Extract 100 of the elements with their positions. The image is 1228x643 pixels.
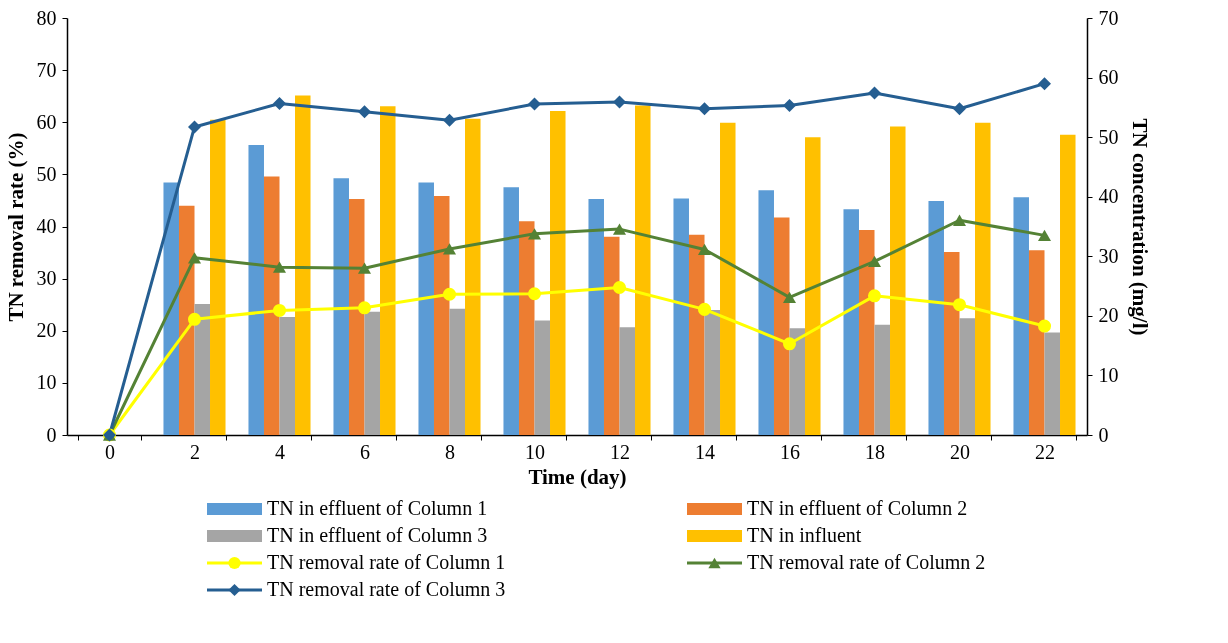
bar <box>418 182 434 435</box>
x-tick-label: 10 <box>525 440 545 463</box>
y2-tick-label: 0 <box>1098 423 1109 446</box>
bar <box>773 217 790 435</box>
y2-tick-label: 40 <box>1098 185 1119 208</box>
x-tick-label: 20 <box>950 440 970 463</box>
bar <box>635 105 651 435</box>
bar <box>843 209 859 435</box>
y-tick-label: 0 <box>46 423 57 446</box>
legend-label: TN removal rate of Column 2 <box>747 551 986 573</box>
bar <box>518 221 535 435</box>
bar <box>263 176 280 435</box>
legend-label: TN removal rate of Column 3 <box>267 578 506 600</box>
x-tick-label: 0 <box>105 440 115 463</box>
bar <box>603 236 620 435</box>
bar <box>503 187 519 435</box>
bar <box>673 198 689 435</box>
point <box>527 228 542 240</box>
bar <box>805 137 821 435</box>
point <box>187 312 202 326</box>
x-tick-label: 2 <box>190 440 200 463</box>
y2-tick-label: 30 <box>1098 244 1119 267</box>
point <box>442 113 457 127</box>
y-tick-label: 20 <box>36 319 57 342</box>
y2-tick-label: 50 <box>1098 125 1119 148</box>
point <box>442 243 457 255</box>
point <box>782 291 797 304</box>
bar <box>194 303 211 435</box>
point <box>357 301 372 315</box>
x-tick-label: 8 <box>445 440 455 463</box>
bar <box>959 318 976 435</box>
bar <box>1013 197 1029 435</box>
bar <box>279 317 296 435</box>
legend-label: TN removal rate of Column 1 <box>267 551 506 573</box>
point <box>1037 77 1052 91</box>
point <box>442 287 457 301</box>
y-tick-label: 60 <box>36 110 57 133</box>
bar <box>295 95 311 435</box>
bar <box>975 122 991 435</box>
point <box>867 289 882 303</box>
bar <box>333 178 349 435</box>
bar <box>688 234 705 435</box>
bar <box>210 119 226 435</box>
point <box>272 303 287 317</box>
bar <box>619 327 636 435</box>
x-tick-label: 22 <box>1035 440 1055 463</box>
y-tick-label: 80 <box>36 6 57 29</box>
bar <box>248 144 264 435</box>
point <box>1037 319 1052 333</box>
bar <box>163 182 179 435</box>
bar <box>364 311 381 435</box>
bar <box>874 324 891 435</box>
point <box>952 214 967 226</box>
y2-tick-label: 20 <box>1098 304 1119 327</box>
bar <box>1060 134 1076 435</box>
bar <box>550 110 566 435</box>
x-tick-label: 4 <box>275 440 285 463</box>
point <box>1037 229 1052 242</box>
point <box>697 302 712 316</box>
point <box>697 102 712 116</box>
point <box>612 223 627 235</box>
point <box>867 86 882 100</box>
x-tick-label: 18 <box>865 440 885 463</box>
x-tick-label: 16 <box>780 440 800 463</box>
bar <box>1044 332 1061 435</box>
point <box>357 105 372 119</box>
y-tick-label: 50 <box>36 162 57 185</box>
bar <box>1028 250 1045 435</box>
x-tick-label: 14 <box>695 440 715 463</box>
legend-label: TN in influent <box>747 524 862 546</box>
bar <box>178 205 195 435</box>
bar <box>928 200 944 435</box>
y2-tick-label: 70 <box>1098 6 1119 29</box>
y2-tick-label: 10 <box>1098 363 1119 386</box>
point <box>952 102 967 116</box>
y-tick-label: 30 <box>36 267 57 290</box>
point <box>612 95 627 109</box>
point <box>527 287 542 301</box>
y-tick-label: 40 <box>36 215 57 237</box>
bar <box>465 118 481 435</box>
bar <box>534 320 551 435</box>
y-axis-title: TN removal rate (%) <box>3 132 28 322</box>
bar <box>380 106 396 435</box>
y2-axis-title: TN concentration (mg/l) <box>1127 118 1152 336</box>
point <box>187 120 202 134</box>
point <box>357 262 372 274</box>
point <box>952 298 967 312</box>
bar <box>789 328 806 435</box>
y-tick-label: 10 <box>36 371 57 394</box>
bar <box>704 309 721 435</box>
legend-label: TN in effluent of Column 2 <box>747 497 968 519</box>
point <box>867 255 882 268</box>
point <box>527 97 542 111</box>
x-tick-label: 12 <box>610 440 630 463</box>
point <box>697 243 712 256</box>
point <box>272 261 287 273</box>
bar <box>858 230 875 435</box>
bar <box>449 308 466 435</box>
legend-label: TN in effluent of Column 1 <box>267 497 488 519</box>
point <box>187 252 202 264</box>
